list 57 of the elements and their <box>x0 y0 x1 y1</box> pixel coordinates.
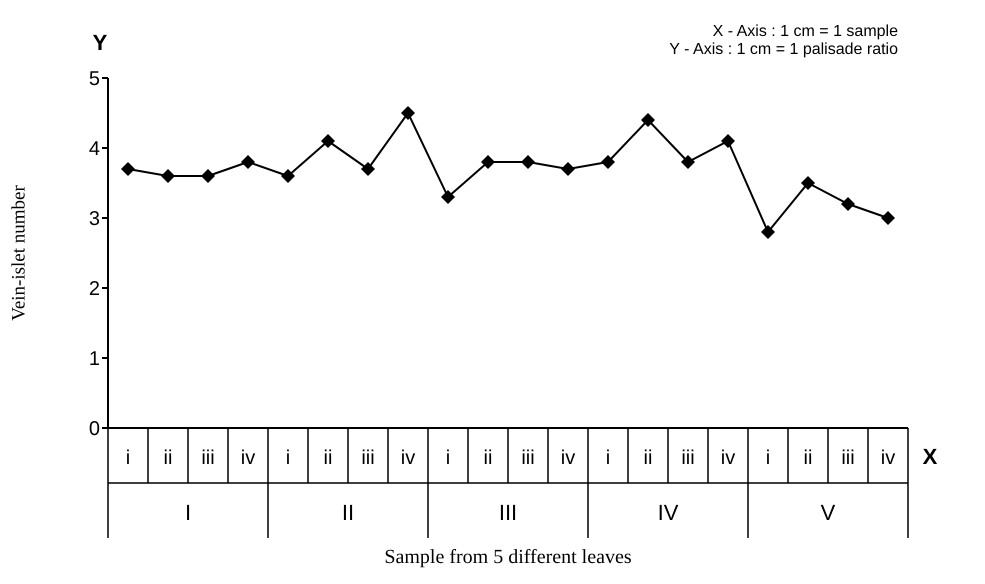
point <box>681 155 695 169</box>
y-axis-title: Vein-islet number <box>8 184 30 321</box>
x-tick-label: iv <box>240 447 256 470</box>
point <box>761 225 775 239</box>
point <box>281 169 295 183</box>
text: X - Axis : 1 cm = 1 sample <box>712 23 898 40</box>
x-tick-label: i <box>606 447 610 470</box>
x-tick-label: ii <box>324 447 332 470</box>
point <box>241 155 255 169</box>
text: I <box>184 500 192 525</box>
point <box>481 155 495 169</box>
x-tick-label: i <box>286 447 290 470</box>
x-tick-label: iii <box>201 447 215 470</box>
x-tick-label: iii <box>361 447 375 470</box>
x-tick-label: ii <box>484 447 492 470</box>
y-tick-label: 0 <box>88 418 100 440</box>
x-tick-label: i <box>126 447 130 470</box>
point <box>841 197 855 211</box>
x-tick-label: ii <box>644 447 652 470</box>
y-tick-label: 2 <box>88 278 100 300</box>
x-tick-label: iv <box>880 447 896 470</box>
point <box>561 162 575 176</box>
text: V <box>820 500 836 525</box>
point <box>881 211 895 225</box>
x-tick-label: i <box>446 447 450 470</box>
text: X <box>922 444 938 469</box>
text: II <box>342 500 354 525</box>
point <box>401 106 415 120</box>
x-tick-label: iii <box>841 447 855 470</box>
y-tick-label: 1 <box>88 348 100 370</box>
y-tick-label: 4 <box>88 138 100 160</box>
point <box>601 155 615 169</box>
point <box>721 134 735 148</box>
y-tick-label: 3 <box>88 208 100 230</box>
text: Y - Axis : 1 cm = 1 palisade ratio <box>669 41 898 58</box>
x-tick-label: i <box>766 447 770 470</box>
point <box>521 155 535 169</box>
point <box>121 162 135 176</box>
point <box>641 113 655 127</box>
point <box>321 134 335 148</box>
point <box>201 169 215 183</box>
point <box>441 190 455 204</box>
x-tick-label: iv <box>560 447 576 470</box>
x-tick-label: ii <box>804 447 812 470</box>
x-tick-label: iv <box>720 447 736 470</box>
point <box>161 169 175 183</box>
x-axis-title: Sample from 5 different leaves <box>384 546 632 568</box>
point <box>361 162 375 176</box>
point <box>801 176 815 190</box>
text: Y <box>92 30 108 55</box>
y-tick-label: 5 <box>88 68 100 90</box>
x-tick-label: iii <box>681 447 695 470</box>
x-tick-label: iii <box>521 447 535 470</box>
x-tick-label: iv <box>400 447 416 470</box>
text: III <box>498 500 518 525</box>
text: IV <box>658 500 679 525</box>
x-tick-label: ii <box>164 447 172 470</box>
